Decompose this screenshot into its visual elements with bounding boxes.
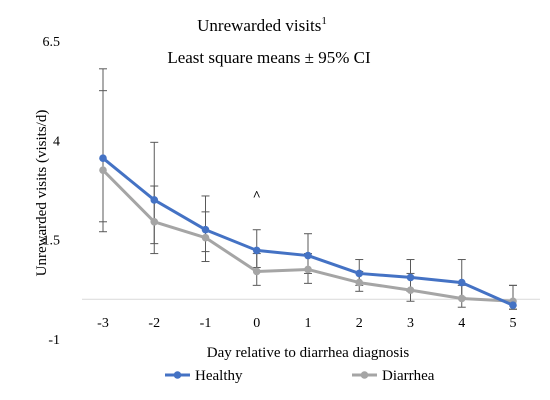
data-point-healthy <box>252 246 261 255</box>
data-point-healthy <box>457 278 466 287</box>
data-point-healthy <box>355 269 364 278</box>
data-point-healthy <box>150 196 159 204</box>
chart-title-superscript: 1 <box>321 15 327 27</box>
data-point-healthy <box>99 154 107 163</box>
data-point-diarrhea <box>457 294 466 303</box>
legend-label: Diarrhea <box>382 368 435 384</box>
chart-title: Unrewarded visits1 <box>197 15 327 35</box>
y-tick-label: 6.5 <box>43 35 61 50</box>
data-point-diarrhea <box>355 278 364 287</box>
y-tick-label: 1.5 <box>43 234 61 249</box>
legend-item-healthy: Healthy <box>165 368 243 384</box>
x-tick-label: 1 <box>305 316 312 331</box>
data-point-diarrhea <box>304 265 312 274</box>
legend-item-diarrhea: Diarrhea <box>352 368 435 384</box>
x-tick-label: 3 <box>407 316 414 331</box>
x-axis-label: Day relative to diarrhea diagnosis <box>207 345 410 361</box>
x-tick-label: 2 <box>356 316 363 331</box>
data-point-diarrhea <box>99 166 107 174</box>
data-point-healthy <box>201 225 210 234</box>
x-tick-label: 5 <box>510 316 517 331</box>
plot-area: -1 1.5 4 6.5 -3 -2 -1 0 1 2 3 4 5 ^ <box>43 35 540 348</box>
data-point-diarrhea <box>406 286 415 294</box>
x-tick-label: -2 <box>148 316 160 331</box>
x-tick-label: -1 <box>200 316 212 331</box>
legend: Healthy Diarrhea <box>165 368 435 384</box>
data-point-diarrhea <box>201 233 210 242</box>
x-tick-label: 4 <box>458 316 465 331</box>
data-point-diarrhea <box>252 267 261 276</box>
data-point-healthy <box>509 301 517 310</box>
data-point-healthy <box>406 273 415 282</box>
data-point-diarrhea <box>150 217 159 226</box>
x-tick-label: -3 <box>97 316 109 331</box>
chart-subtitle: Least square means ± 95% CI <box>167 48 371 67</box>
legend-label: Healthy <box>195 368 243 384</box>
significance-annotation: ^ <box>253 189 261 204</box>
data-point-healthy <box>304 251 312 260</box>
x-tick-label: 0 <box>253 316 260 331</box>
y-tick-label: 4 <box>53 134 60 149</box>
y-tick-label: -1 <box>48 333 60 348</box>
y-axis-label: Unrewarded visits (visits/d) <box>34 110 50 277</box>
